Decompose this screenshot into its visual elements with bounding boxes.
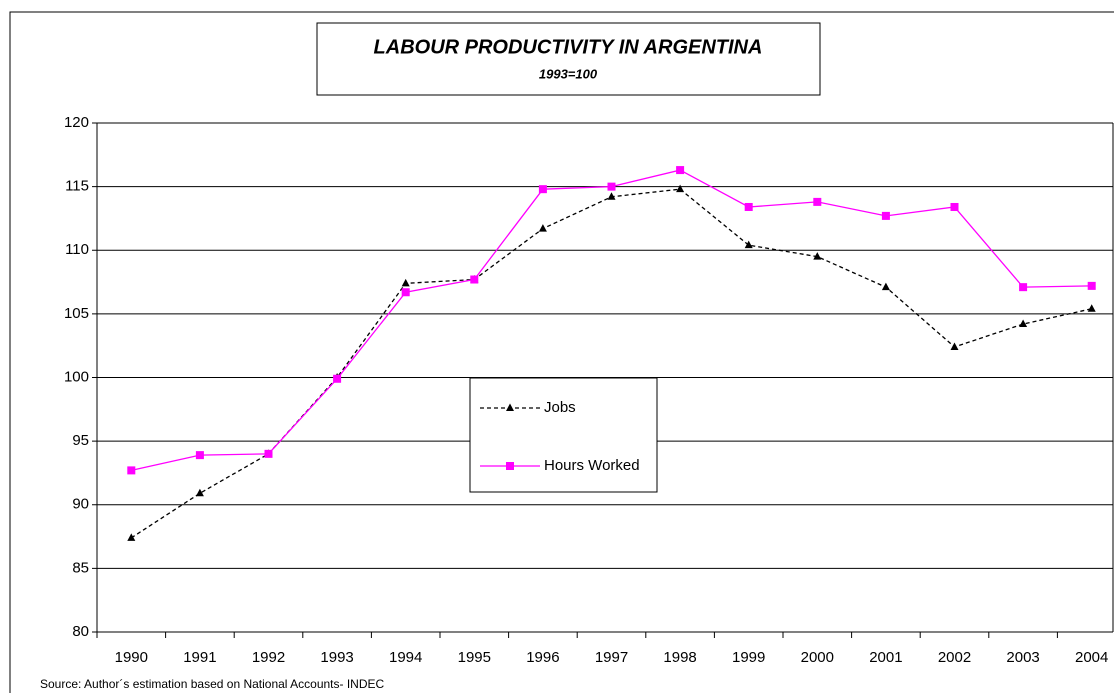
data-point bbox=[950, 202, 959, 211]
chart-border bbox=[9, 11, 1114, 693]
data-point bbox=[813, 252, 822, 260]
x-tick-label: 1999 bbox=[732, 649, 765, 666]
data-point bbox=[333, 374, 342, 383]
data-point bbox=[1087, 281, 1096, 290]
x-tick-label: 2004 bbox=[1075, 649, 1108, 666]
y-tick-label: 120 bbox=[64, 114, 89, 131]
source-note: Source: Author´s estimation based on Nat… bbox=[40, 677, 385, 691]
data-point bbox=[401, 288, 410, 297]
data-point bbox=[264, 449, 273, 458]
data-point bbox=[127, 466, 136, 475]
y-tick-label: 90 bbox=[72, 496, 89, 513]
x-tick-label: 1990 bbox=[115, 649, 148, 666]
y-tick-label: 110 bbox=[65, 241, 89, 258]
data-point bbox=[607, 182, 616, 191]
x-tick-label: 1994 bbox=[389, 649, 422, 666]
legend-marker bbox=[506, 462, 514, 470]
y-tick-label: 95 bbox=[72, 432, 89, 449]
data-point bbox=[881, 211, 890, 220]
data-point bbox=[127, 533, 136, 541]
x-tick-label: 1991 bbox=[183, 649, 216, 666]
x-tick-label: 2003 bbox=[1006, 649, 1039, 666]
chart-subtitle: 1993=100 bbox=[539, 66, 598, 81]
data-point bbox=[813, 197, 822, 206]
data-point bbox=[1019, 283, 1028, 292]
data-point bbox=[676, 184, 685, 193]
data-point bbox=[1087, 304, 1096, 312]
data-point bbox=[538, 185, 547, 194]
data-point bbox=[744, 240, 753, 249]
data-point bbox=[950, 342, 959, 350]
data-point bbox=[744, 202, 753, 211]
legend-label: Hours Worked bbox=[544, 457, 640, 474]
legend-label: Jobs bbox=[544, 399, 576, 416]
x-tick-label: 1993 bbox=[320, 649, 353, 666]
y-tick-label: 80 bbox=[72, 623, 89, 640]
data-point bbox=[607, 192, 616, 200]
data-point bbox=[470, 275, 479, 284]
x-tick-label: 2000 bbox=[801, 649, 834, 666]
x-tick-label: 1992 bbox=[252, 649, 285, 666]
legend-marker bbox=[506, 403, 514, 411]
x-tick-label: 1997 bbox=[595, 649, 628, 666]
data-point bbox=[195, 488, 204, 497]
y-tick-label: 85 bbox=[72, 559, 89, 576]
data-point bbox=[881, 282, 890, 291]
y-tick-label: 115 bbox=[65, 178, 89, 195]
title-box bbox=[316, 22, 821, 96]
data-point bbox=[676, 166, 685, 175]
data-point bbox=[538, 224, 547, 232]
x-tick-label: 1998 bbox=[663, 649, 696, 666]
data-point bbox=[195, 451, 204, 460]
chart-title: LABOUR PRODUCTIVITY IN ARGENTINA bbox=[374, 36, 763, 58]
data-point bbox=[401, 278, 410, 287]
x-tick-label: 1995 bbox=[458, 649, 491, 666]
data-point bbox=[1019, 319, 1028, 328]
x-tick-label: 2002 bbox=[938, 649, 971, 666]
y-tick-label: 105 bbox=[64, 305, 89, 322]
x-tick-label: 2001 bbox=[869, 649, 902, 666]
x-tick-label: 1996 bbox=[526, 649, 559, 666]
legend-box bbox=[469, 377, 658, 493]
y-tick-label: 100 bbox=[64, 368, 89, 385]
